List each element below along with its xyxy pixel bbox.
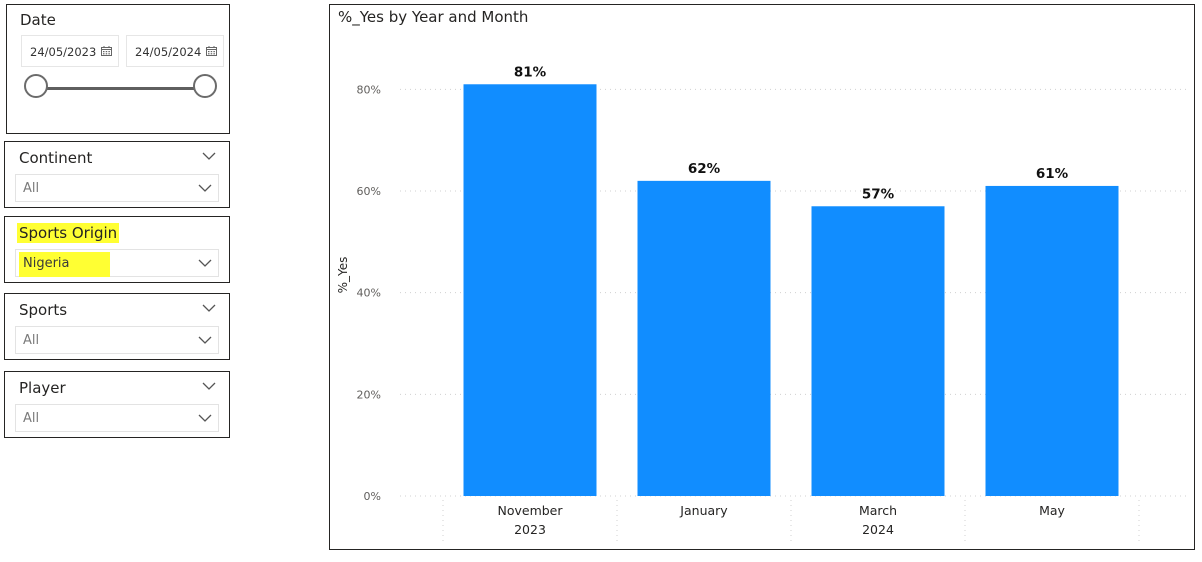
start-date-value: 24/05/2023 [30, 45, 97, 59]
player-dropdown[interactable]: All [15, 404, 219, 432]
x-tick-label: November [497, 503, 563, 518]
sports-origin-dropdown[interactable]: Nigeria [15, 249, 219, 277]
y-tick-label: 80% [357, 83, 381, 96]
start-date-input[interactable]: 24/05/2023 [21, 35, 119, 67]
sports-origin-title: Sports Origin [17, 223, 120, 243]
data-label: 62% [688, 161, 721, 177]
data-label: 57% [862, 186, 895, 202]
bar [985, 185, 1119, 496]
date-range-end-handle[interactable] [193, 74, 217, 98]
sports-origin-title-text: Sports Origin [17, 223, 120, 243]
chevron-down-icon[interactable] [198, 336, 212, 345]
calendar-icon[interactable] [101, 46, 112, 56]
calendar-icon[interactable] [206, 46, 217, 56]
x-year-label: 2024 [862, 522, 894, 537]
y-tick-label: 20% [357, 388, 381, 401]
chart-title: %_Yes by Year and Month [338, 8, 529, 26]
continent-value: All [23, 181, 40, 196]
y-tick-label: 0% [364, 490, 381, 503]
player-value: All [23, 411, 40, 426]
continent-title: Continent [19, 149, 93, 167]
end-date-input[interactable]: 24/05/2024 [126, 35, 224, 67]
bar [463, 84, 597, 496]
continent-dropdown[interactable]: All [15, 174, 219, 202]
data-label: 81% [514, 64, 547, 80]
end-date-value: 24/05/2024 [135, 45, 202, 59]
x-year-label: 2023 [514, 522, 546, 537]
player-title: Player [19, 379, 66, 397]
bar-chart-svg: 0% 20% 40% 60% 80% %_Yes 81% November 62% January… [336, 64, 1188, 542]
bar [637, 180, 771, 496]
date-slicer: Date 24/05/2023 24/05/2024 [6, 4, 230, 134]
bar-chart-visual[interactable]: %_Yes by Year and Month 0% 20% 40% 60% 80% %_… [329, 4, 1195, 550]
bar [811, 206, 945, 497]
continent-slicer: Continent All [4, 141, 230, 208]
chevron-down-icon[interactable] [202, 152, 216, 161]
x-tick-label: January [679, 503, 728, 518]
chevron-down-icon[interactable] [198, 259, 212, 268]
chevron-down-icon[interactable] [202, 382, 216, 391]
sports-value: All [23, 333, 40, 348]
chevron-down-icon[interactable] [202, 304, 216, 313]
date-range-track[interactable] [41, 87, 213, 90]
sports-origin-value-text: Nigeria [19, 252, 110, 277]
sports-slicer: Sports All [4, 293, 230, 360]
player-slicer: Player All [4, 371, 230, 438]
sports-dropdown[interactable]: All [15, 326, 219, 354]
x-tick-label: March [859, 503, 897, 518]
data-label: 61% [1036, 166, 1069, 182]
date-range-start-handle[interactable] [24, 74, 48, 98]
sports-origin-value: Nigeria [19, 252, 110, 277]
y-tick-label: 40% [357, 287, 381, 300]
date-slicer-title: Date [20, 11, 56, 29]
y-tick-label: 60% [357, 185, 381, 198]
sports-origin-slicer: Sports Origin Nigeria [4, 216, 230, 283]
sports-title: Sports [19, 301, 68, 319]
y-axis-title: %_Yes [336, 257, 350, 294]
chevron-down-icon[interactable] [198, 184, 212, 193]
chevron-down-icon[interactable] [198, 414, 212, 423]
x-tick-label: May [1039, 503, 1065, 518]
